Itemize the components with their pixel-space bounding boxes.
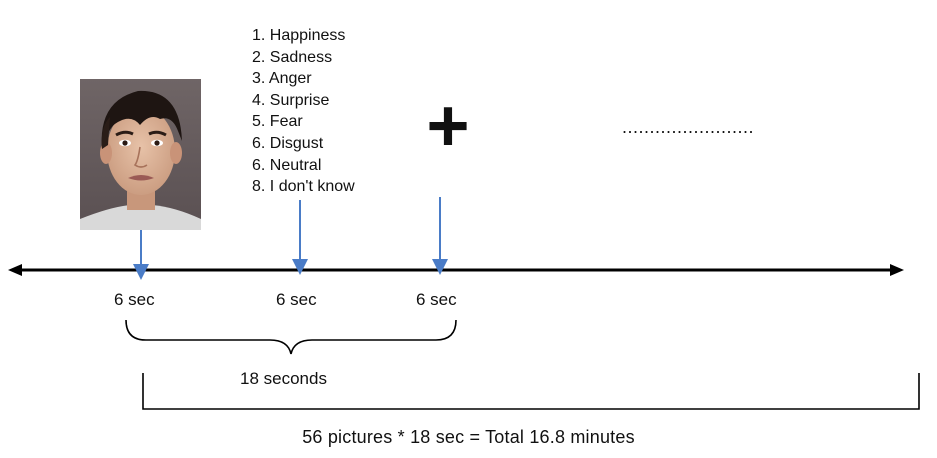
option-item: 4. Surprise — [252, 91, 330, 109]
trial-total-label: 18 seconds — [240, 369, 327, 388]
response-options-list: 1. Happiness 2. Sadness 3. Anger 4. Surp… — [252, 25, 355, 198]
option-item: 6. Disgust — [252, 134, 324, 152]
session-total-label: 56 pictures * 18 sec = Total 16.8 minute… — [302, 427, 635, 447]
session-bracket — [142, 373, 920, 410]
option-item: 5. Fear — [252, 113, 303, 131]
duration-label-options: 6 sec — [276, 290, 317, 309]
face-stimulus-image — [80, 79, 201, 230]
option-item: 8. I don't know — [252, 178, 355, 196]
continuation-dots: ........................ — [622, 117, 755, 137]
trial-brace — [125, 319, 457, 355]
fixation-cross: + — [426, 84, 470, 167]
option-item: 2. Sadness — [252, 48, 333, 66]
duration-label-fixation: 6 sec — [416, 290, 457, 309]
duration-label-face: 6 sec — [114, 290, 155, 309]
timeline-axis — [8, 264, 904, 276]
option-item: 6. Neutral — [252, 156, 322, 174]
option-item: 1. Happiness — [252, 27, 346, 44]
option-item: 3. Anger — [252, 70, 312, 88]
